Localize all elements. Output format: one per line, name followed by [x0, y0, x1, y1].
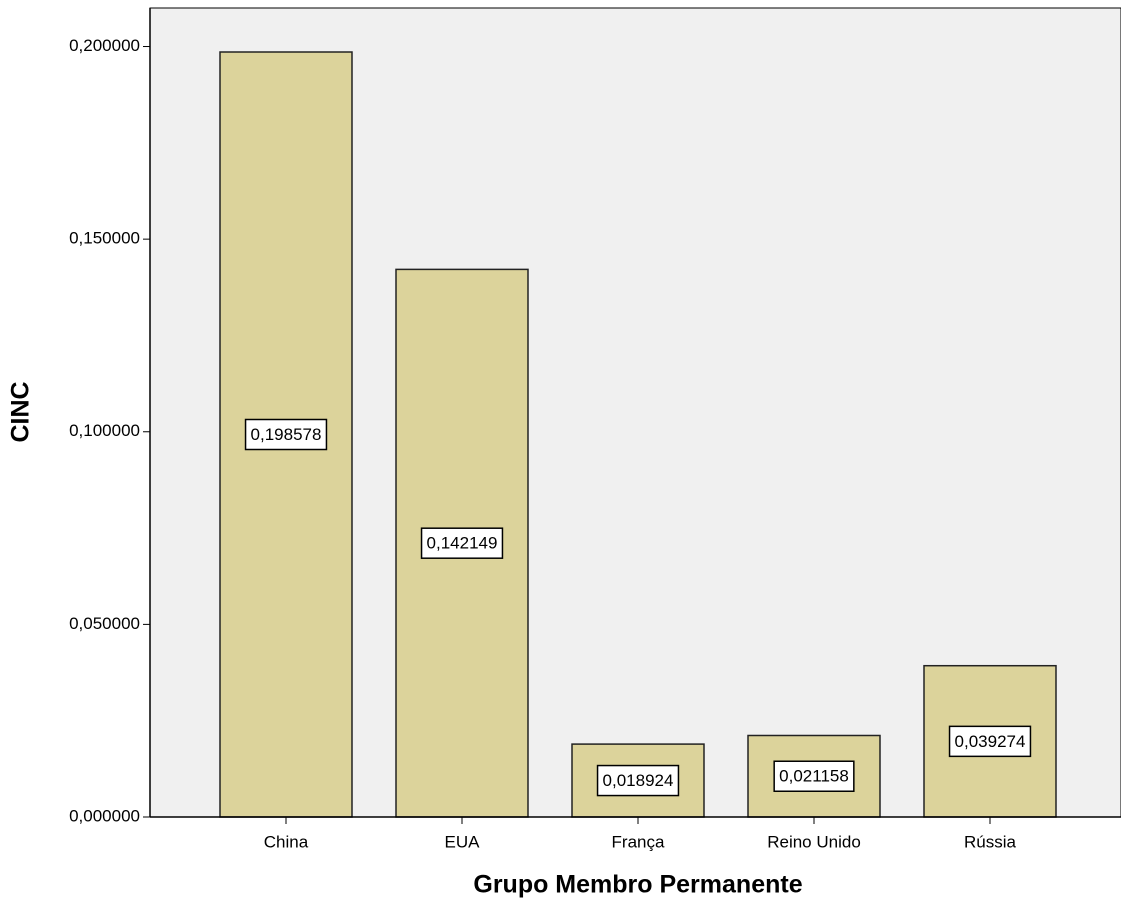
- y-tick-label: 0,200000: [69, 36, 140, 55]
- x-tick-label: China: [264, 832, 309, 851]
- x-tick-label: França: [612, 832, 665, 851]
- x-tick-label: Reino Unido: [767, 832, 861, 851]
- x-tick-label: Rússia: [964, 832, 1017, 851]
- value-label-box: [948, 725, 1032, 758]
- value-label: 0,021158: [779, 767, 849, 786]
- y-tick-label: 0,050000: [69, 614, 140, 633]
- value-label: 0,142149: [427, 534, 498, 553]
- value-label-box: [244, 418, 328, 451]
- y-axis-title: CINC: [7, 381, 35, 442]
- value-label: 0,039274: [955, 732, 1026, 751]
- value-label-box: [596, 764, 680, 797]
- value-label-box: [773, 760, 855, 792]
- y-tick-label: 0,150000: [69, 229, 140, 248]
- value-label: 0,198578: [251, 425, 322, 444]
- y-tick-label: 0,000000: [69, 806, 140, 825]
- x-axis-title: Grupo Membro Permanente: [473, 871, 802, 899]
- y-tick-label: 0,100000: [69, 421, 140, 440]
- x-tick-label: EUA: [445, 832, 481, 851]
- value-label: 0,018924: [603, 771, 674, 790]
- value-label-box: [420, 527, 504, 559]
